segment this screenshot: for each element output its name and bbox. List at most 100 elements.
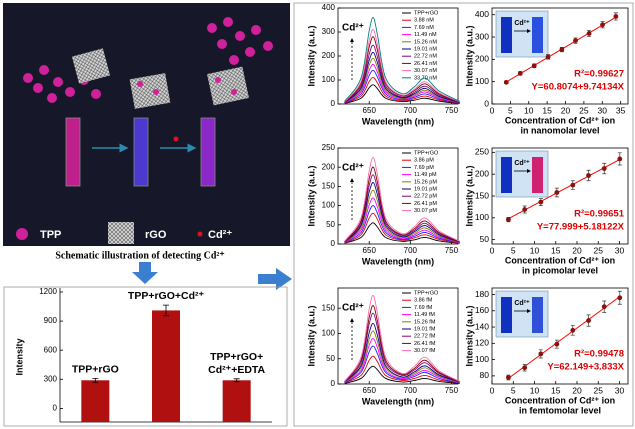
down-arrow [132, 262, 158, 284]
spectrum-line [344, 157, 460, 242]
data-point [503, 79, 509, 85]
error-bar [233, 378, 240, 383]
y-tick-label: 0 [331, 99, 336, 108]
legend-label: 19.01 fM [414, 326, 436, 332]
graphene-sheets [71, 48, 249, 109]
y-tick-label: 100 [322, 201, 336, 210]
data-point [617, 295, 623, 301]
x-tick-label: 5 [508, 105, 513, 115]
y-tick-label: 160 [475, 305, 489, 315]
spectrum-line [344, 51, 460, 103]
y-tick-label: 200 [322, 51, 336, 60]
spectrum-line [344, 222, 460, 244]
y-axis-label: Intensity (a.u.) [464, 305, 474, 366]
x-tick-label: 25 [594, 245, 604, 255]
spectrum-line [344, 69, 460, 104]
y-tick-label: 100 [475, 354, 489, 364]
x-tick-label: 10 [524, 105, 534, 115]
y-tick-label: 200 [475, 168, 489, 178]
legend-label: TPP+rGO [414, 150, 439, 156]
spectrum-line [344, 305, 460, 382]
data-point [573, 38, 578, 43]
data-point [613, 14, 619, 19]
data-point [545, 54, 551, 60]
legend-label: 15.26 nM [414, 39, 437, 45]
y-axis-label: Intensity (a.u.) [306, 25, 316, 86]
spectrum-line [344, 17, 460, 102]
spectrum-line [344, 77, 460, 104]
data-point [586, 173, 591, 178]
x-tick-label: 5 [511, 245, 516, 255]
schematic-label: rGO [145, 229, 167, 241]
x-axis-label: Concentration of Cd²⁺ ion [505, 115, 615, 125]
y-tick-label: 100 [322, 329, 336, 338]
legend-label: 15.26 fM [414, 319, 436, 325]
legend-label: 22.72 pM [414, 194, 437, 200]
inset-cuvette [532, 17, 543, 53]
bar-label: TPP+rGO+Cd²⁺ [128, 290, 205, 302]
y-tick-label: 150 [322, 182, 336, 191]
y-tick-label: 150 [475, 190, 489, 200]
legend-label: 3.86 fM [414, 298, 433, 304]
x-tick-label: 5 [511, 385, 516, 395]
legend-label: 30.07 nM [414, 68, 437, 74]
inset-cuvette [532, 157, 543, 193]
legend-label: 26.41 fM [414, 341, 436, 347]
x-tick-label: 0 [490, 245, 495, 255]
y-tick-label: 300 [322, 27, 336, 36]
schematic-caption: Schematic illustration of detecting Cd²⁺ [55, 250, 224, 261]
x-tick-label: 20 [572, 245, 582, 255]
x-tick-label: 15 [551, 385, 561, 395]
x-axis-label: in nanomolar level [520, 125, 599, 135]
legend-label: 19.01 nM [414, 46, 437, 52]
inset-label: Cd²⁺ [514, 160, 530, 167]
x-tick-label: 20 [572, 385, 582, 395]
legend-label: 11.49 pM [414, 172, 437, 178]
legend-label: 15.26 pM [414, 179, 437, 185]
spectrum-line [344, 312, 460, 383]
x-axis-label: Wavelength (nm) [362, 256, 434, 266]
y-tick-label: 200 [475, 54, 489, 64]
spectrum-line [344, 205, 460, 244]
schematic-label: Cd²⁺ [208, 229, 232, 241]
bar-label-line: TPP+rGO+ [210, 351, 263, 363]
inset-cuvette [532, 297, 543, 333]
schematic: TPP rGO Cd²⁺ [3, 3, 290, 246]
x-tick-label: 30 [615, 245, 625, 255]
spectrum-line [344, 29, 460, 103]
legend-label: 7.69 fM [414, 305, 433, 311]
inset-cuvette [501, 157, 512, 193]
x-tick-label: 0 [490, 385, 495, 395]
y-axis-label: Intensity (a.u.) [306, 305, 316, 366]
spectrum-line [344, 330, 460, 383]
x-tick-label: 650 [363, 386, 377, 395]
y-tick-label: 250 [322, 143, 336, 152]
y-tick-label: 900 [44, 316, 58, 325]
x-tick-label: 700 [404, 246, 418, 255]
x-axis-label: in femtomolar level [519, 405, 601, 415]
spectrum-line [344, 84, 460, 104]
data-point [554, 341, 560, 347]
y-tick-label: 50 [326, 220, 335, 229]
x-tick-label: 700 [404, 106, 418, 115]
y-axis-label: Intensity (a.u.) [464, 165, 474, 226]
data-point [522, 365, 528, 371]
legend-label: 30.07 fM [414, 348, 436, 354]
cuvette [200, 117, 216, 187]
x-axis-label: Concentration of Cd²⁺ ion [505, 255, 615, 265]
x-tick-label: 0 [490, 105, 495, 115]
y-tick-label: 400 [322, 3, 336, 12]
cd-icon [197, 231, 203, 237]
bar-label: TPP+rGO [72, 363, 119, 375]
y-tick-label: 100 [475, 212, 489, 222]
y-tick-label: 0 [484, 98, 489, 108]
annotation: Cd²⁺ [342, 303, 364, 314]
x-axis-label: Concentration of Cd²⁺ ion [505, 395, 615, 405]
legend-label: TPP+rGO [414, 290, 439, 296]
legend-label: 33.70 nM [414, 75, 437, 81]
data-point [601, 304, 607, 310]
bar-label-line: TPP+rGO+Cd²⁺ [128, 290, 205, 302]
bar-panel [3, 286, 288, 427]
x-axis-label: in picomolar level [522, 265, 598, 275]
